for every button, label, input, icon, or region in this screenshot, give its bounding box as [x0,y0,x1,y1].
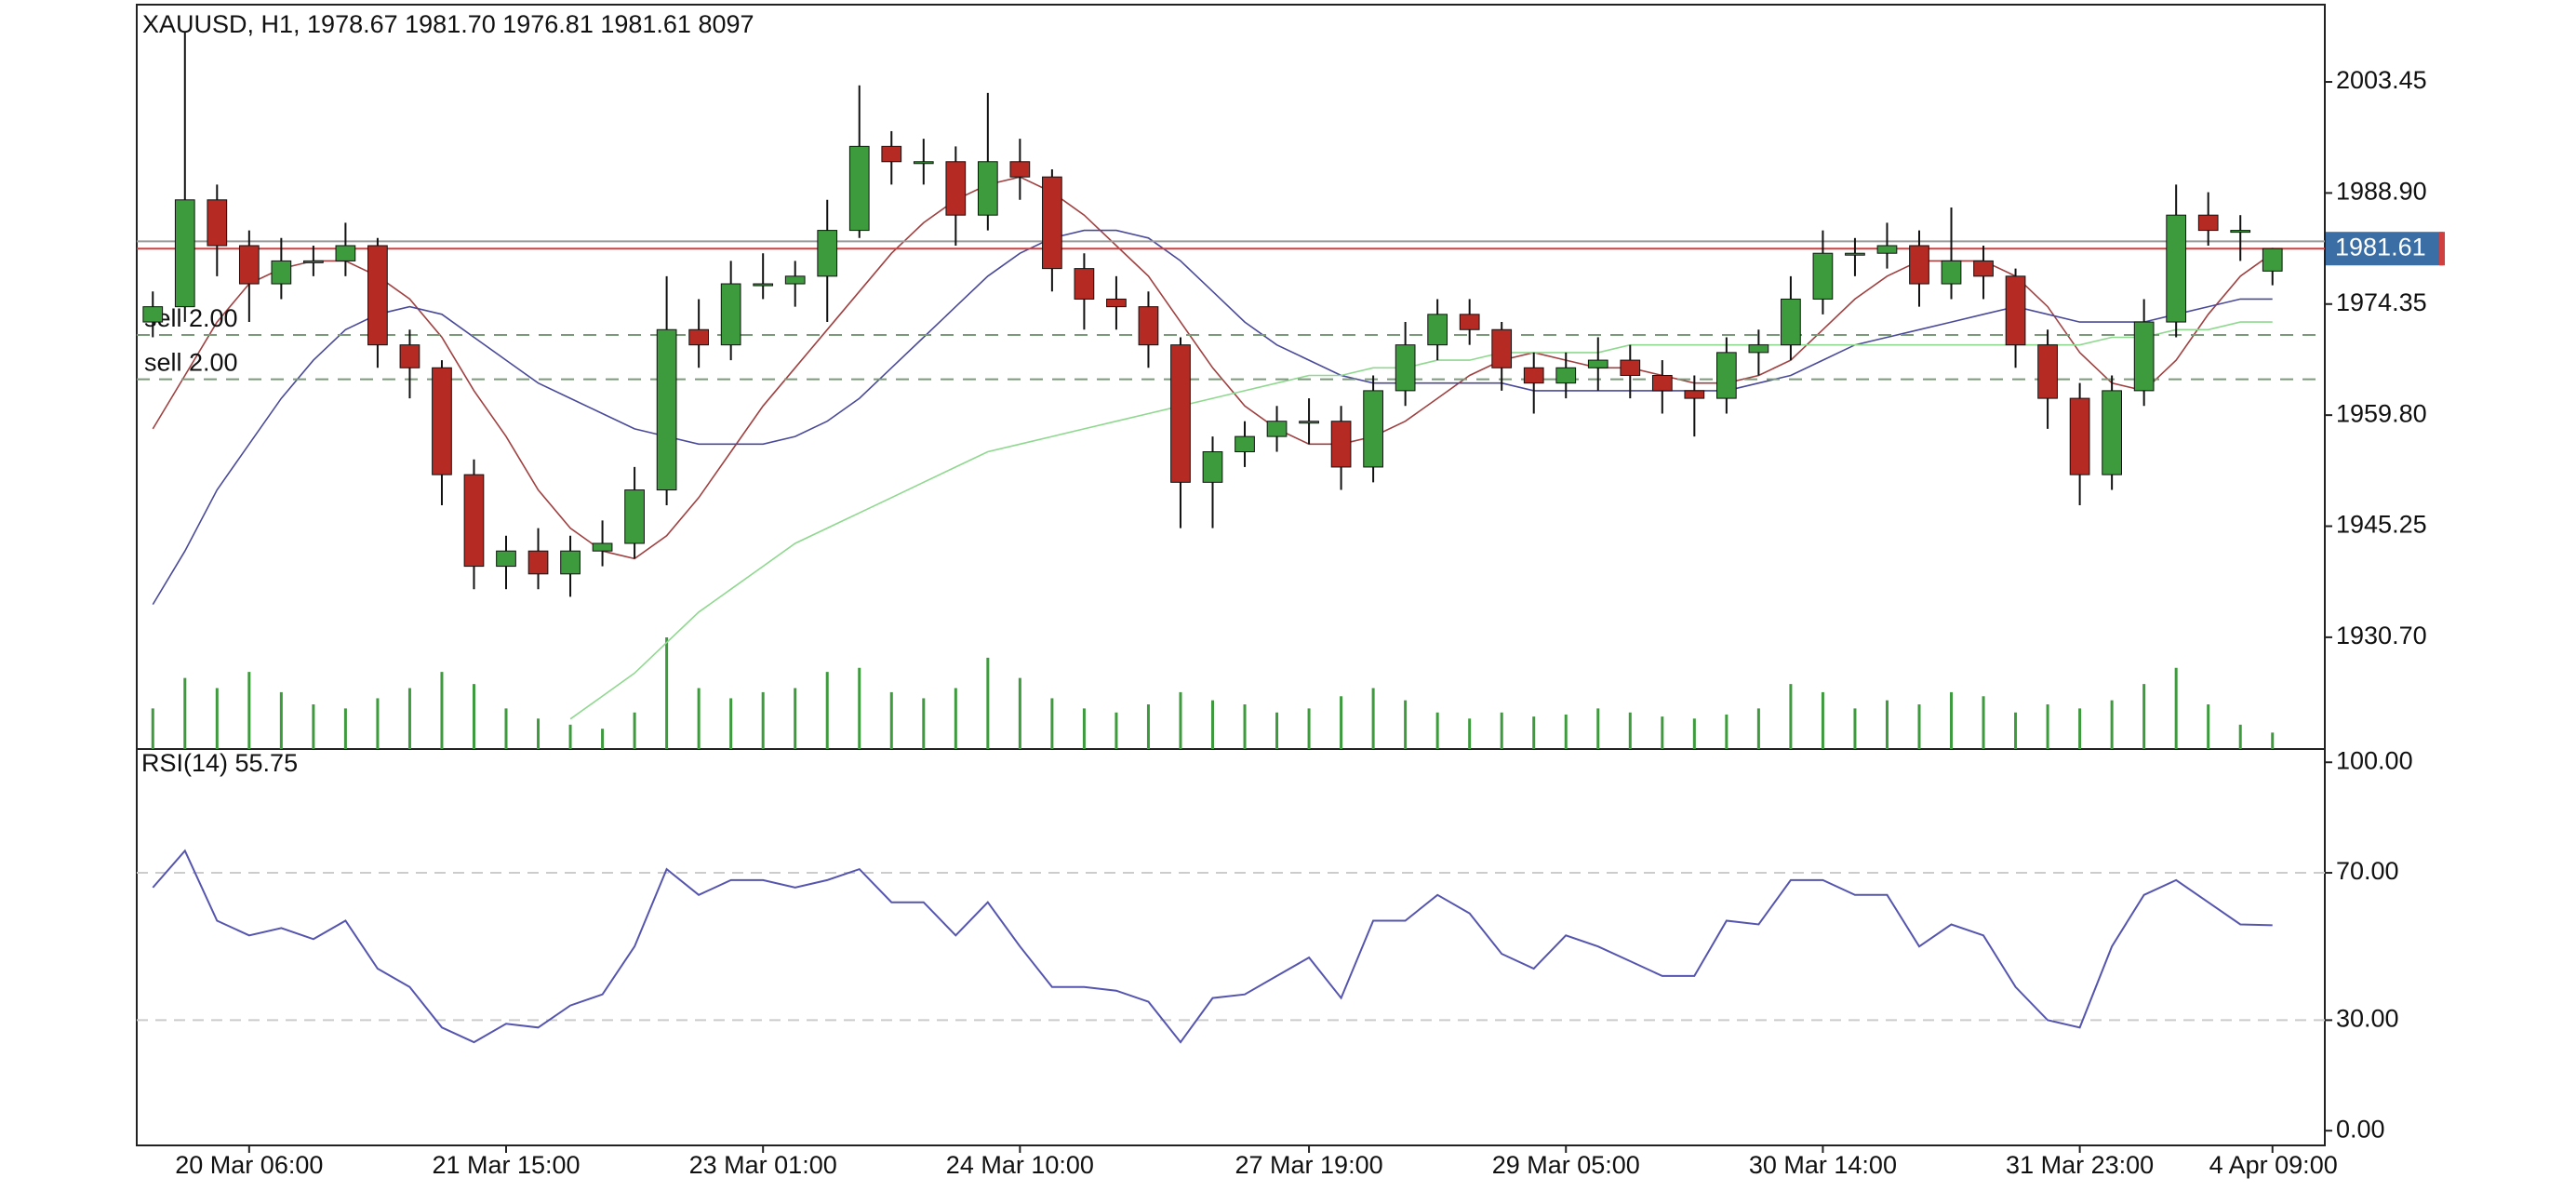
candle-body [2037,344,2058,399]
candle-body [592,542,613,552]
candle-body [1042,176,1062,270]
x-tick-label: 24 Mar 10:00 [946,1151,1094,1179]
candle-body [1812,252,1834,300]
candle-body [2069,397,2090,475]
candle-body [1651,374,1673,392]
candle-body [527,550,549,575]
candle-body [463,474,485,568]
x-tick-label: 21 Mar 15:00 [432,1151,580,1179]
price-tag-label: 1981.61 [2335,233,2426,261]
candle-body [432,367,452,475]
y-tick-label: 30.00 [2336,1005,2399,1033]
candle-body [977,161,998,216]
candle-body [2230,230,2251,234]
candle-body [784,275,806,285]
moving-average [152,229,2273,606]
candle-body [1299,421,1319,424]
candle-body [1427,314,1448,346]
y-tick-label: 2003.45 [2336,66,2427,94]
candle-body [1876,245,1898,254]
candle-body [2262,248,2283,272]
candle-body [560,550,581,575]
candle-body [1106,298,1127,308]
candle-body [1202,451,1223,483]
moving-average [569,321,2273,720]
candle-body [1235,435,1255,453]
candle-body [2102,390,2122,475]
y-tick-label: 70.00 [2336,857,2399,885]
x-tick-label: 23 Mar 01:00 [689,1151,837,1179]
x-tick-label: 31 Mar 23:00 [2006,1151,2154,1179]
candle-body [1330,421,1352,468]
candle-body [1363,390,1383,468]
candle-body [1074,268,1095,300]
candle-body [881,145,902,163]
order-label: sell 2.00 [144,349,238,377]
candle-body [817,230,838,277]
candle-body [174,199,195,308]
candle-body [2133,321,2155,392]
candle-body [1973,260,1994,277]
y-tick-label: 1930.70 [2336,622,2427,649]
y-tick-label: 100.00 [2336,746,2413,774]
y-tick-label: 0.00 [2336,1115,2385,1143]
candle-body [303,260,324,263]
candle-body [913,161,934,165]
candle-body [2197,214,2219,232]
y-tick-label: 1974.35 [2336,288,2427,316]
candle-body [656,328,677,491]
candle-body [1491,328,1513,368]
candle-body [1684,390,1705,399]
candle-body [1587,359,1608,368]
rsi-line [152,849,2273,1044]
candle-body [688,328,709,346]
price-tag-edge [2439,232,2445,266]
chart-title: XAUUSD, H1, 1978.67 1981.70 1976.81 1981… [142,10,754,38]
candle-body [496,550,516,568]
x-tick-label: 29 Mar 05:00 [1492,1151,1640,1179]
candle-body [142,306,164,323]
candle-body [2166,214,2187,323]
y-tick-label: 1945.25 [2336,511,2427,539]
candle-body [1909,245,1929,285]
candle-body [399,344,420,368]
x-tick-label: 30 Mar 14:00 [1749,1151,1897,1179]
candle-body [624,489,645,544]
y-tick-label: 1988.90 [2336,178,2427,206]
candle-body [1266,421,1288,437]
candle-body [1138,306,1159,346]
x-tick-label: 20 Mar 06:00 [175,1151,323,1179]
frame [136,4,2326,1146]
candle-body [1170,344,1191,483]
candle-body [1845,252,1865,256]
candle-body [1620,359,1641,376]
candle-body [238,245,260,285]
y-tick-label: 1959.80 [2336,399,2427,427]
candle-body [1716,352,1737,399]
candle-body [945,161,967,216]
candle-body [720,283,741,346]
candle-body [2005,275,2026,346]
candle-body [1459,314,1480,330]
candle-body [271,260,292,285]
candle-body [1748,344,1769,354]
candle-body [367,245,388,346]
candle-body [753,283,774,287]
price-tag [2326,232,2443,266]
candle-body [1941,260,1962,285]
indicator-title: RSI(14) 55.75 [141,749,298,777]
candle-body [848,145,870,232]
candle-body [1395,344,1416,392]
candle-body [1781,298,1801,346]
candle-body [207,199,228,247]
candle-body [335,245,356,261]
x-tick-label: 27 Mar 19:00 [1235,1151,1383,1179]
x-tick-label: 4 Apr 09:00 [2209,1151,2338,1179]
candle-body [1555,367,1577,384]
candle-body [1523,367,1544,384]
candle-body [1009,161,1031,178]
